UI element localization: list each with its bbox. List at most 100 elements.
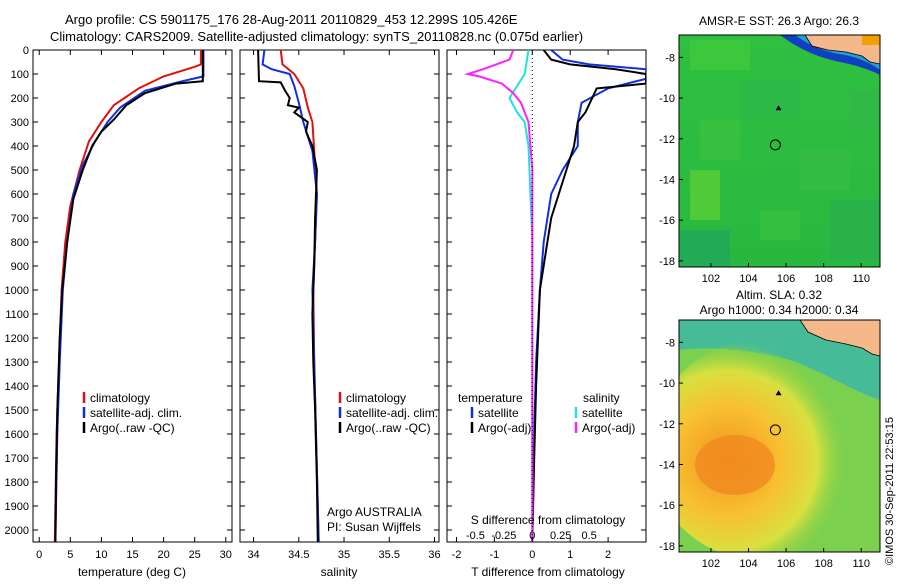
- map-x-tick-label: 102: [702, 558, 720, 570]
- y-tick-label: 400: [11, 141, 29, 153]
- temperature-axis-label: temperature (deg C): [78, 565, 186, 579]
- x-tick-label: 30: [220, 549, 232, 561]
- series-line-1: [531, 50, 646, 542]
- x-tick-label: 25: [189, 549, 201, 561]
- sst-texture-patch: [830, 200, 880, 260]
- x-tick-label: 2: [605, 549, 611, 561]
- y-tick-label: 200: [11, 93, 29, 105]
- x-tick-label: 5: [67, 549, 73, 561]
- sla-map-title-line1: Altim. SLA: 0.32: [736, 288, 822, 302]
- y-tick-label: 800: [11, 237, 29, 249]
- sst-map-title: AMSR-E SST: 26.3 Argo: 26.3: [699, 14, 859, 28]
- top-tick-label: 0: [529, 530, 535, 542]
- x-tick-label: 15: [126, 549, 138, 561]
- map-x-tick-label: 108: [814, 273, 832, 285]
- x-tick-label: 20: [157, 549, 169, 561]
- sst-texture-patch: [740, 80, 800, 120]
- legend-label: Argo(..raw -QC): [346, 421, 431, 435]
- y-tick-label: 1300: [5, 357, 29, 369]
- map-y-tick-label: -8: [665, 52, 675, 64]
- legend-label: satellite: [582, 406, 623, 420]
- legend-label: satellite-adj. clim.: [346, 406, 438, 420]
- x-tick-label: 34: [247, 549, 259, 561]
- map-x-tick-label: 106: [777, 273, 795, 285]
- y-tick-label: 1000: [5, 285, 29, 297]
- sst-texture-patch: [680, 230, 730, 267]
- legend-label: Argo(..raw -QC): [90, 421, 175, 435]
- map-y-tick-label: -16: [659, 500, 675, 512]
- map-y-tick-label: -10: [659, 93, 675, 105]
- map-x-tick-label: 110: [852, 558, 870, 570]
- sst-texture-patch: [700, 120, 740, 160]
- sla-map-panel: Altim. SLA: 0.32 Argo h1000: 0.34 h2000:…: [659, 288, 881, 570]
- legend-label: climatology: [346, 391, 406, 405]
- difference-legend: temperature salinitysatelliteArgo(-adj)sa…: [458, 391, 635, 435]
- y-tick-label: 300: [11, 117, 29, 129]
- x-tick-label: 34.5: [288, 549, 309, 561]
- pi-label: PI: Susan Wijffels: [327, 520, 421, 534]
- legend-label: Argo(-adj): [582, 421, 635, 435]
- difference-profile-panel: -2 -1 0 1 2 -0.5 -0.25 0 0.25 0.5 T difference f…: [446, 49, 647, 579]
- java-coastline-sla: [799, 320, 880, 357]
- y-tick-label: 900: [11, 261, 29, 273]
- legend-label: Argo(-adj): [478, 421, 531, 435]
- map-y-tick-label: -12: [659, 134, 675, 146]
- x-tick-label: 35: [338, 549, 350, 561]
- series-line-2: [54, 50, 204, 542]
- figure-title-line1: Argo profile: CS 5901175_176 28-Aug-2011…: [65, 12, 518, 27]
- imos-credit: ©IMOS 30-Sep-2011 22:53:15: [884, 417, 896, 565]
- map-y-tick-label: -18: [659, 541, 675, 553]
- top-tick-label: -0.25: [491, 530, 516, 542]
- map-y-tick-label: -12: [659, 419, 675, 431]
- s-difference-axis-label: S difference from climatology: [471, 513, 626, 527]
- y-tick-label: 0: [23, 45, 29, 57]
- argo-position-marker: [769, 139, 781, 151]
- top-tick-label: 0.25: [550, 530, 571, 542]
- map-y-tick-label: -14: [659, 459, 675, 471]
- map-y-tick-label: -10: [659, 378, 675, 390]
- y-tick-label: 1800: [5, 477, 29, 489]
- y-tick-label: 1400: [5, 381, 29, 393]
- top-tick-label: 0.5: [581, 530, 596, 542]
- y-tick-label: 1200: [5, 333, 29, 345]
- legend-label: satellite: [478, 406, 519, 420]
- map-x-tick-label: 104: [739, 558, 757, 570]
- sla-peak-anomaly: [695, 435, 775, 495]
- map-x-tick-label: 110: [852, 273, 870, 285]
- x-tick-label: 35.5: [379, 549, 400, 561]
- previous-position-marker: [775, 105, 782, 111]
- y-tick-label: 500: [11, 165, 29, 177]
- figure-title-line2: Climatology: CARS2009. Satellite-adjuste…: [50, 29, 583, 44]
- y-tick-label: 1500: [5, 405, 29, 417]
- y-tick-label: 2000: [5, 525, 29, 537]
- sst-texture-patch: [800, 150, 850, 190]
- t-difference-axis-label: T difference from climatology: [471, 565, 625, 579]
- x-tick-label: 36: [428, 549, 440, 561]
- sst-texture-patch: [690, 170, 720, 220]
- x-tick-label: 1: [567, 549, 573, 561]
- series-line-2: [257, 50, 319, 542]
- x-tick-label: 0: [529, 549, 535, 561]
- y-tick-label: 1700: [5, 453, 29, 465]
- top-tick-label: -0.5: [466, 530, 485, 542]
- legend-title-temperature: temperature: [458, 391, 523, 405]
- map-x-tick-label: 106: [777, 558, 795, 570]
- argo-program-label: Argo AUSTRALIA: [327, 505, 422, 519]
- previous-position-marker: [775, 390, 782, 396]
- salinity-axis-label: salinity: [321, 565, 358, 579]
- map-x-tick-label: 102: [702, 273, 720, 285]
- sst-texture-patch: [760, 210, 800, 240]
- y-tick-label: 1100: [5, 309, 29, 321]
- y-tick-label: 600: [11, 189, 29, 201]
- map-y-tick-label: -16: [659, 215, 675, 227]
- y-tick-label: 700: [11, 213, 29, 225]
- sla-high-anomaly: [679, 340, 870, 552]
- sst-texture-patch: [690, 40, 750, 70]
- y-tick-label: 1900: [5, 501, 29, 513]
- map-x-tick-label: 104: [739, 273, 757, 285]
- x-tick-label: -2: [452, 549, 462, 561]
- java-coastline: [804, 35, 880, 65]
